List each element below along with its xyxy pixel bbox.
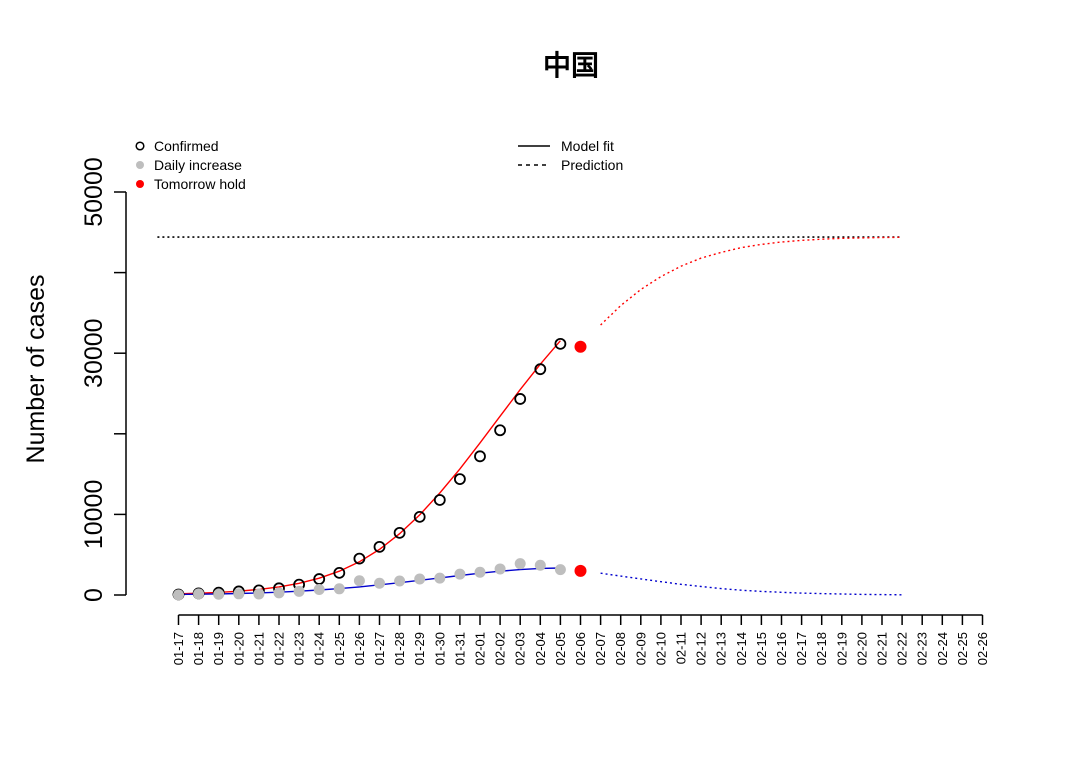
- x-tick-label: 02-06: [573, 632, 588, 665]
- x-tick-label: 02-05: [553, 632, 568, 665]
- model-fit-line: [178, 340, 561, 595]
- legend-marker: [136, 161, 144, 169]
- x-tick-label: 01-20: [231, 632, 246, 665]
- daily-increase-point: [293, 585, 305, 597]
- x-tick-label: 02-22: [895, 632, 910, 665]
- prediction-line: [600, 236, 903, 326]
- x-tick-label: 02-10: [653, 632, 668, 665]
- confirmed-point: [353, 552, 366, 565]
- daily-increase-point: [434, 572, 446, 584]
- confirmed-point: [333, 566, 346, 579]
- x-tick-label: 01-29: [412, 632, 427, 665]
- x-tick-label: 02-07: [593, 632, 608, 665]
- confirmed-point: [514, 393, 527, 405]
- x-tick-label: 02-14: [734, 632, 749, 665]
- daily-increase-point: [494, 563, 506, 575]
- legend-right: Model fit Prediction: [518, 138, 623, 173]
- x-tick-label: 02-01: [473, 632, 488, 665]
- daily-increase-point: [173, 589, 184, 601]
- confirmed-point: [393, 526, 406, 539]
- x-tick-label: 02-02: [493, 632, 508, 665]
- confirmed-point: [474, 450, 486, 463]
- y-axis-label: Number of cases: [22, 275, 50, 464]
- daily-increase-point: [374, 577, 385, 589]
- daily-increase-point: [233, 588, 245, 600]
- x-tick-label: 01-26: [352, 632, 367, 665]
- confirmed-point: [534, 363, 547, 376]
- x-tick-label: 02-03: [513, 632, 528, 665]
- daily-increase-point: [414, 573, 426, 585]
- x-tick-label: 02-08: [613, 632, 628, 665]
- x-axis: 01-17 01-18 01-19 01-20 01-21 01-22 01-23 01-24…: [171, 614, 990, 665]
- x-tick-label: 02-20: [854, 632, 869, 665]
- x-tick-label: 02-16: [774, 632, 789, 665]
- x-tick-label: 02-24: [935, 632, 950, 665]
- y-tick-label: 30000: [80, 318, 108, 388]
- legend-label: Daily increase: [154, 157, 242, 173]
- x-tick-label: 02-19: [834, 632, 849, 665]
- x-tick-label: 02-13: [714, 632, 729, 665]
- chart-title: 中国: [543, 49, 599, 82]
- x-tick-label: 02-25: [955, 632, 970, 665]
- x-tick-label: 01-30: [432, 632, 447, 665]
- x-tick-label: 02-12: [694, 632, 709, 665]
- daily-increase-point: [554, 564, 566, 576]
- confirmed-point: [433, 494, 446, 506]
- y-tick-label: 0: [80, 588, 108, 602]
- x-tick-label: 01-17: [171, 632, 186, 665]
- x-tick-label: 02-17: [794, 632, 809, 665]
- daily-increase-point: [454, 568, 466, 580]
- x-tick-label: 02-23: [915, 632, 930, 665]
- confirmed-point: [554, 337, 567, 350]
- y-tick-label: 10000: [80, 480, 108, 550]
- x-tick-label: 02-21: [875, 632, 890, 665]
- daily-increase-point: [474, 566, 486, 578]
- y-axis: 0 10000 30000 50000: [80, 157, 127, 602]
- x-tick-label: 01-22: [272, 632, 287, 665]
- x-tick-label: 02-15: [754, 632, 769, 665]
- legend-left: Confirmed Daily increase Tomorrow hold: [135, 138, 246, 192]
- daily-increase-point: [273, 587, 285, 599]
- confirmed-point: [373, 540, 386, 553]
- tomorrow-hold-point: [574, 564, 587, 577]
- daily-increase-point: [353, 575, 365, 587]
- x-tick-label: 01-19: [211, 632, 226, 665]
- legend-label: Confirmed: [154, 138, 219, 154]
- daily-increase-point: [394, 575, 406, 587]
- x-tick-label: 01-28: [392, 632, 407, 665]
- legend-label: Tomorrow hold: [154, 176, 246, 192]
- x-tick-label: 01-31: [452, 632, 467, 665]
- confirmed-point: [413, 510, 426, 523]
- legend-marker: [136, 180, 144, 188]
- confirmed-point: [494, 424, 507, 437]
- daily-increase-point: [253, 588, 265, 600]
- daily-increase-point: [193, 588, 205, 600]
- x-tick-label: 02-26: [975, 632, 990, 665]
- prediction-line: [600, 572, 903, 596]
- x-tick-label: 01-18: [191, 632, 206, 665]
- x-tick-label: 01-23: [292, 632, 307, 665]
- x-tick-label: 02-04: [533, 632, 548, 665]
- y-tick-label: 50000: [80, 157, 108, 227]
- x-tick-label: 01-27: [372, 632, 387, 665]
- legend-label: Model fit: [561, 138, 614, 154]
- legend-label: Prediction: [561, 157, 623, 173]
- daily-increase-point: [213, 588, 225, 600]
- legend-marker: [135, 141, 145, 151]
- daily-increase-point: [333, 583, 345, 595]
- x-tick-label: 02-09: [633, 632, 648, 665]
- daily-increase-point: [514, 558, 526, 570]
- daily-increase-point: [313, 583, 325, 595]
- daily-increase-point: [534, 559, 546, 571]
- x-tick-label: 01-25: [332, 632, 347, 665]
- x-tick-label: 02-11: [674, 632, 689, 664]
- x-tick-label: 01-24: [312, 632, 327, 665]
- x-tick-label: 01-21: [251, 632, 266, 665]
- x-tick-label: 02-18: [814, 632, 829, 665]
- series-layer: [157, 236, 903, 601]
- tomorrow-hold-point: [574, 340, 587, 353]
- confirmed-point: [453, 473, 466, 485]
